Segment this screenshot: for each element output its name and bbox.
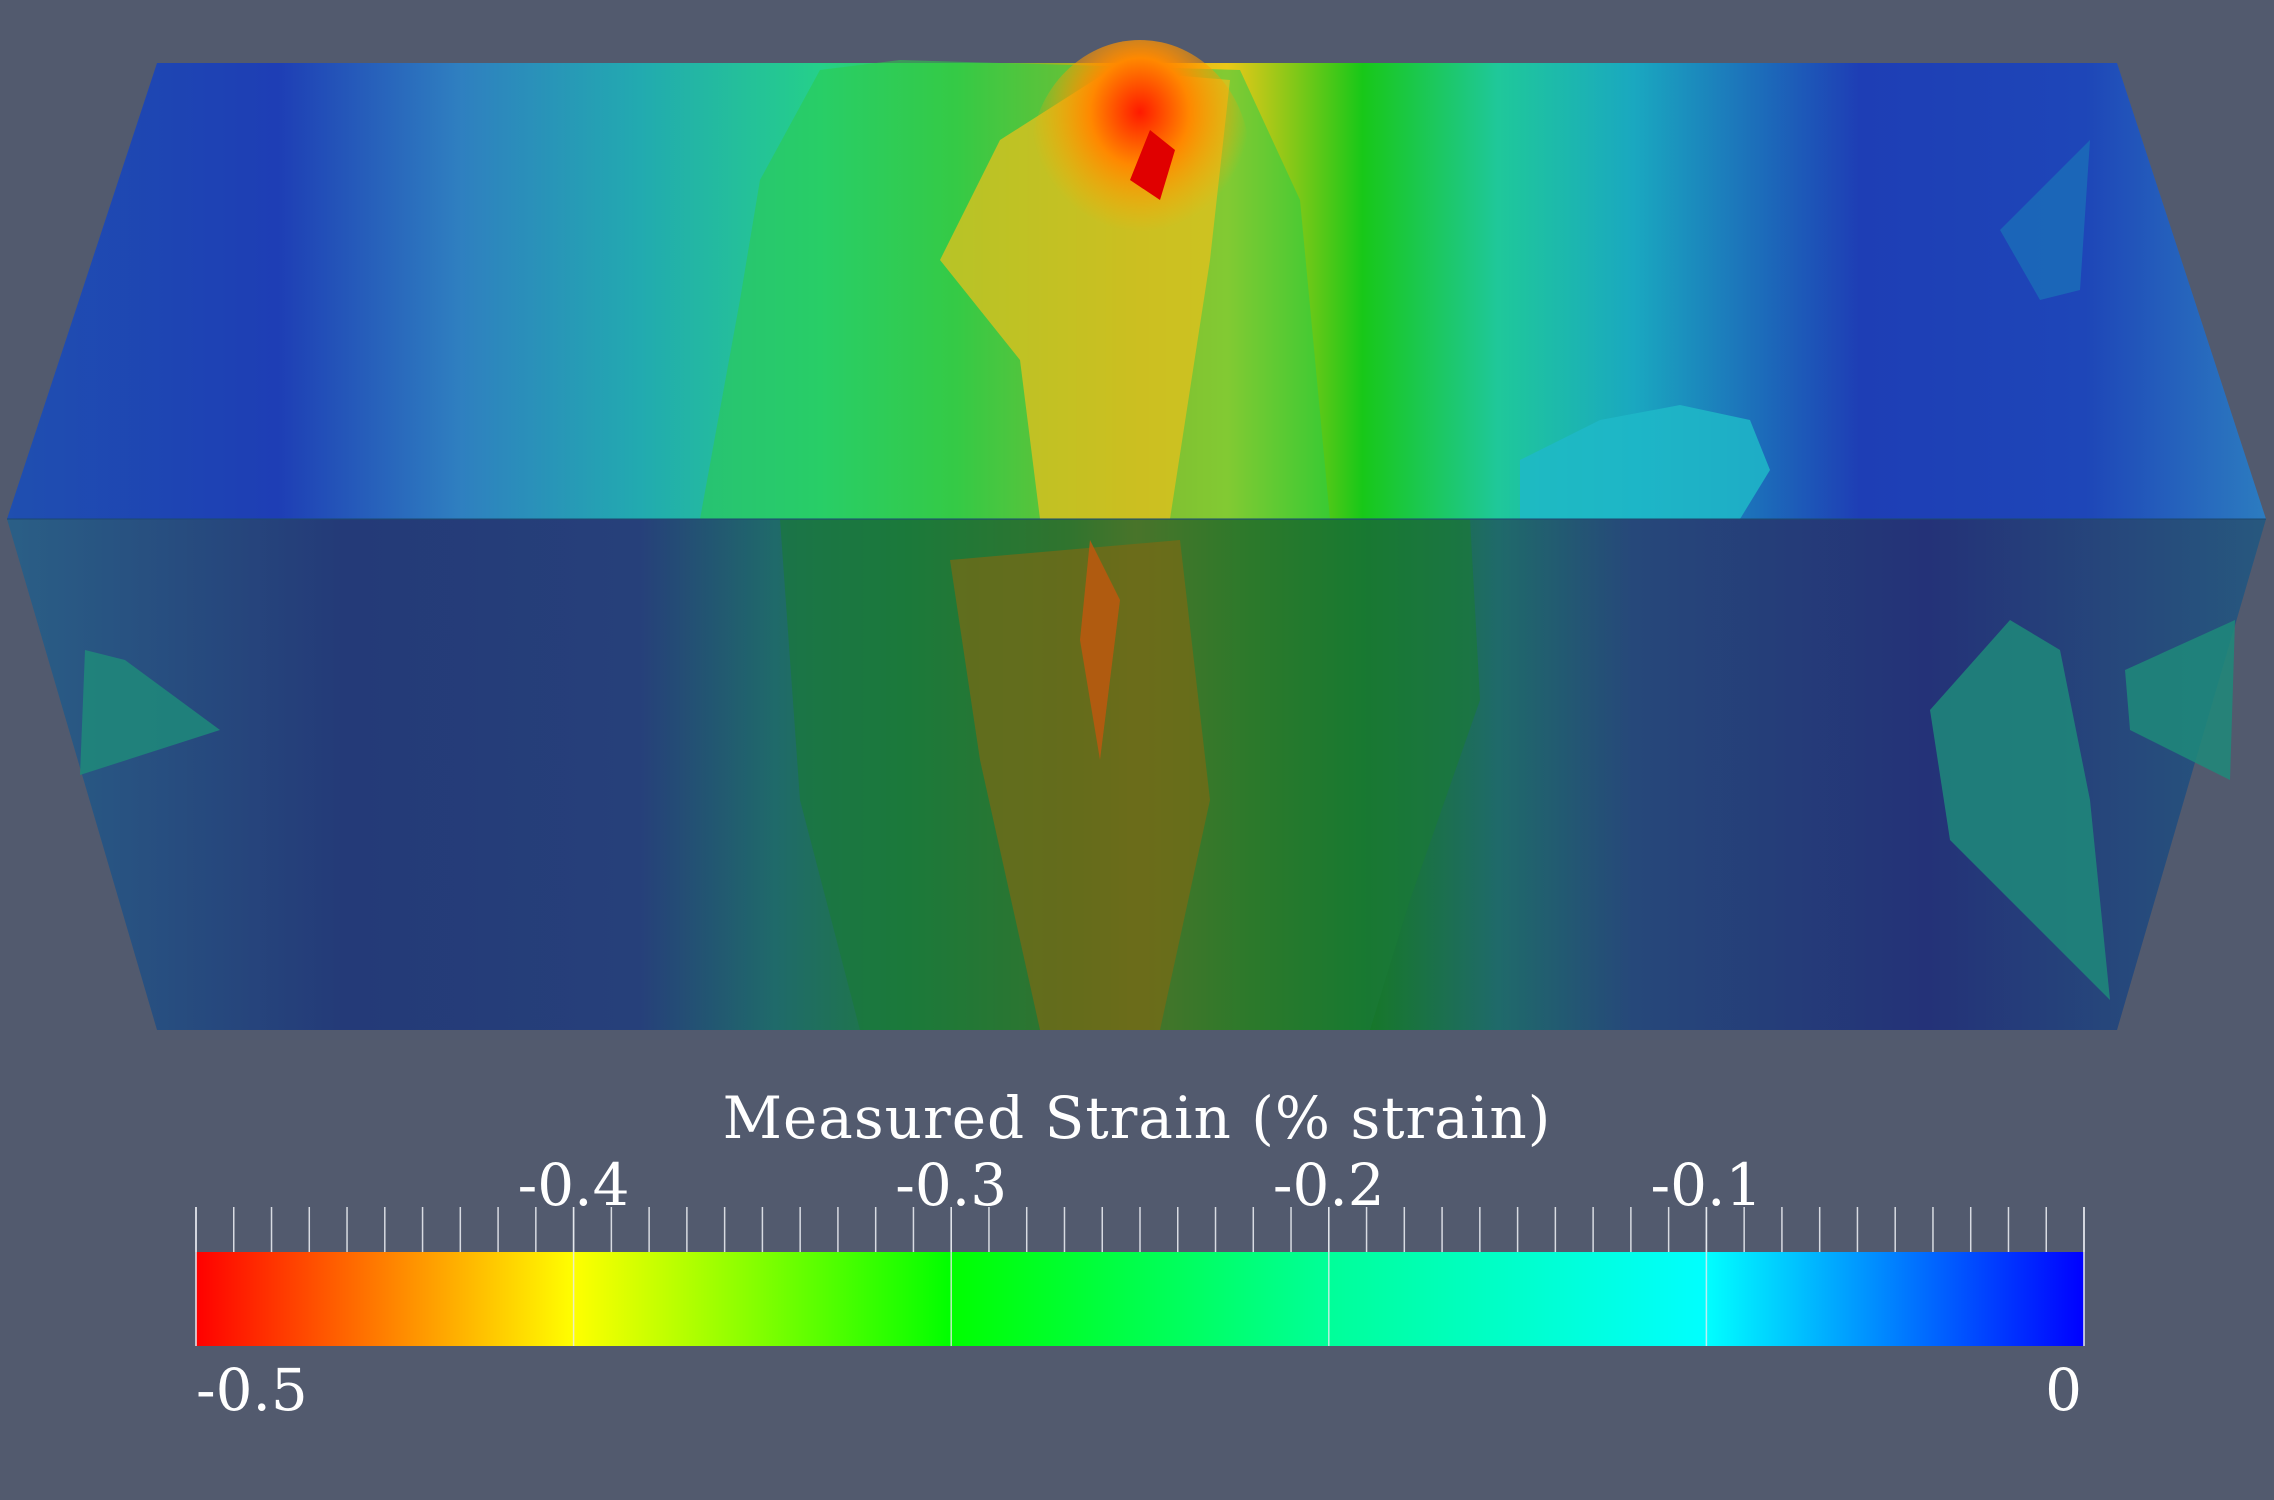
scalar-bar-major-label: -0.2 (1272, 1151, 1385, 1219)
strain-hotspot-max (1130, 130, 1175, 200)
scalar-bar-min-label: -0.5 (196, 1356, 308, 1424)
scalar-bar-major-label: -0.4 (517, 1151, 630, 1219)
scalar-bar-max-label: 0 (2045, 1356, 2082, 1424)
teal-isosurface-edge (2125, 620, 2235, 780)
scalar-bar (195, 1207, 2085, 1346)
scalar-bar-title: Measured Strain (% strain) (722, 1084, 1552, 1152)
blue-facet-top (2000, 140, 2090, 300)
teal-isosurface-left (80, 650, 220, 775)
strain-core-front-orange (1080, 540, 1120, 760)
cyan-isosurface-top (1520, 405, 1770, 519)
scalar-bar-major-label: -0.3 (895, 1151, 1008, 1219)
teal-isosurface-right (1930, 620, 2110, 1000)
scalar-bar-ticks (195, 1207, 2085, 1346)
strain-peak-core-front (950, 540, 1210, 1030)
scalar-bar-gradient (196, 1252, 2084, 1346)
scalar-bar-major-label: -0.1 (1650, 1151, 1763, 1219)
